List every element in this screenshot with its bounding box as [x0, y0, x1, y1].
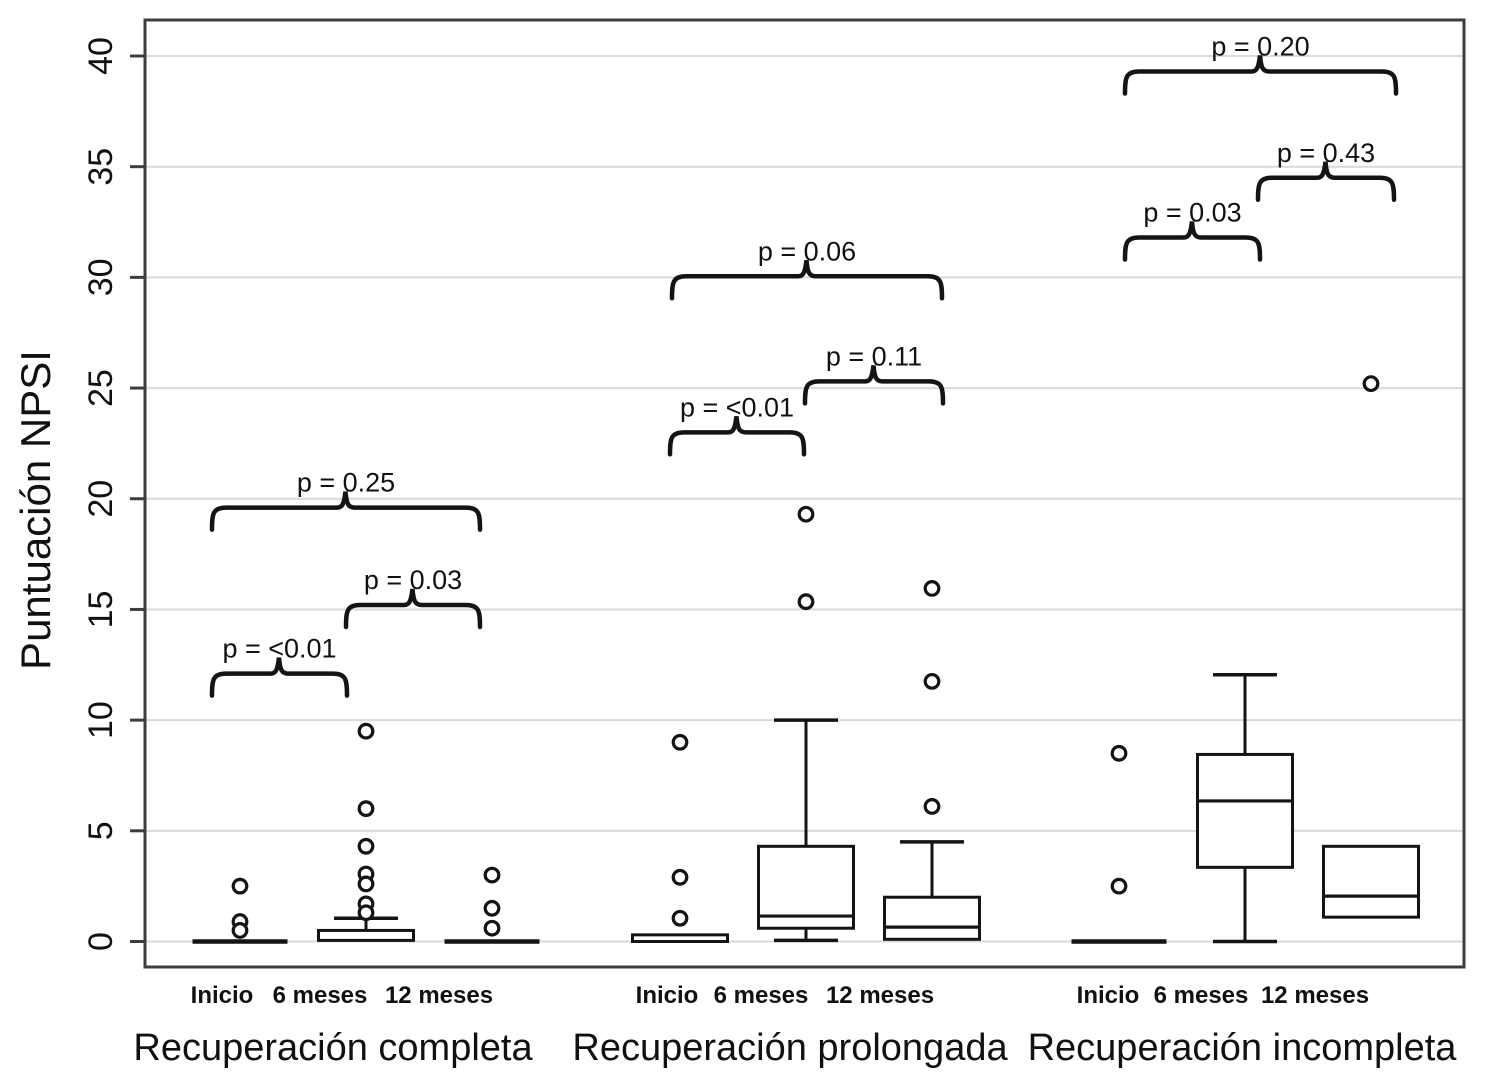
- group-label: Recuperación completa: [133, 1027, 533, 1069]
- outlier-point: [1362, 375, 1380, 393]
- outlier-point: [357, 904, 375, 922]
- y-tick-label: 0: [82, 932, 120, 951]
- p-bracket: [667, 416, 807, 457]
- outlier-point: [671, 733, 689, 751]
- time-label: 6 meses: [714, 982, 809, 1009]
- outlier-point: [797, 593, 815, 611]
- outlier-point: [923, 672, 941, 690]
- p-bracket: [1255, 161, 1397, 203]
- time-label: 12 meses: [826, 982, 934, 1009]
- time-label: 6 meses: [273, 982, 368, 1009]
- outlier-point: [483, 919, 501, 937]
- box: [317, 928, 415, 942]
- p-bracket: [209, 657, 350, 698]
- y-tick-label: 25: [82, 369, 120, 407]
- time-label: 12 meses: [385, 982, 493, 1009]
- box: [1196, 752, 1294, 869]
- y-axis-title: Puntuación NPSI: [12, 350, 59, 670]
- outlier-point: [671, 909, 689, 927]
- outlier-point: [923, 798, 941, 815]
- outlier-point: [1110, 744, 1128, 762]
- time-label: Inicio: [636, 982, 699, 1009]
- p-bracket: [669, 259, 945, 301]
- y-tick-label: 20: [82, 480, 120, 518]
- p-bracket: [802, 365, 946, 406]
- outlier-point: [357, 722, 375, 740]
- outlier-point: [797, 505, 815, 523]
- time-label: Inicio: [1077, 982, 1140, 1009]
- box: [631, 933, 729, 944]
- p-value-label: p = <0.01: [222, 634, 336, 664]
- time-label: 12 meses: [1261, 982, 1369, 1009]
- p-bracket: [1122, 221, 1263, 262]
- p-bracket: [1122, 55, 1399, 96]
- time-label: 6 meses: [1154, 982, 1249, 1009]
- p-bracket: [343, 588, 483, 630]
- p-bracket: [209, 491, 483, 532]
- outlier-point: [483, 866, 501, 884]
- outlier-point: [357, 800, 375, 818]
- y-tick-label: 40: [82, 37, 120, 75]
- outlier-point: [357, 875, 375, 893]
- y-tick-label: 10: [82, 701, 120, 739]
- y-tick-label: 15: [82, 591, 120, 629]
- group-label: Recuperación prolongada: [572, 1027, 1008, 1069]
- p-value-label: p = 0.03: [364, 565, 462, 595]
- p-value-label: p = 0.25: [297, 468, 395, 498]
- p-value-label: p = 0.06: [758, 236, 856, 266]
- time-label: Inicio: [191, 982, 254, 1009]
- outlier-point: [231, 877, 249, 895]
- box: [1322, 844, 1420, 919]
- group-label: Recuperación incompleta: [1028, 1027, 1458, 1069]
- plot-border: [143, 18, 1466, 969]
- p-value-label: p = 0.20: [1211, 31, 1309, 61]
- outlier-point: [483, 899, 501, 917]
- p-value-label: p = 0.11: [826, 341, 922, 371]
- p-value-label: p = 0.03: [1143, 198, 1241, 228]
- box: [883, 895, 981, 941]
- p-value-label: p = <0.01: [680, 392, 794, 422]
- y-tick-label: 35: [82, 148, 120, 186]
- y-tick-label: 5: [82, 821, 120, 840]
- p-value-label: p = 0.43: [1277, 138, 1375, 168]
- outlier-point: [1110, 877, 1128, 895]
- outlier-point: [923, 580, 941, 597]
- outlier-point: [357, 837, 375, 855]
- outlier-point: [231, 922, 249, 939]
- y-tick-label: 30: [82, 258, 120, 296]
- outlier-point: [671, 868, 689, 886]
- chart-generated-layer: 0 5 10 15 20 25 30 35 40 Inicio 6 meses 12 meses p =…: [82, 18, 1466, 1069]
